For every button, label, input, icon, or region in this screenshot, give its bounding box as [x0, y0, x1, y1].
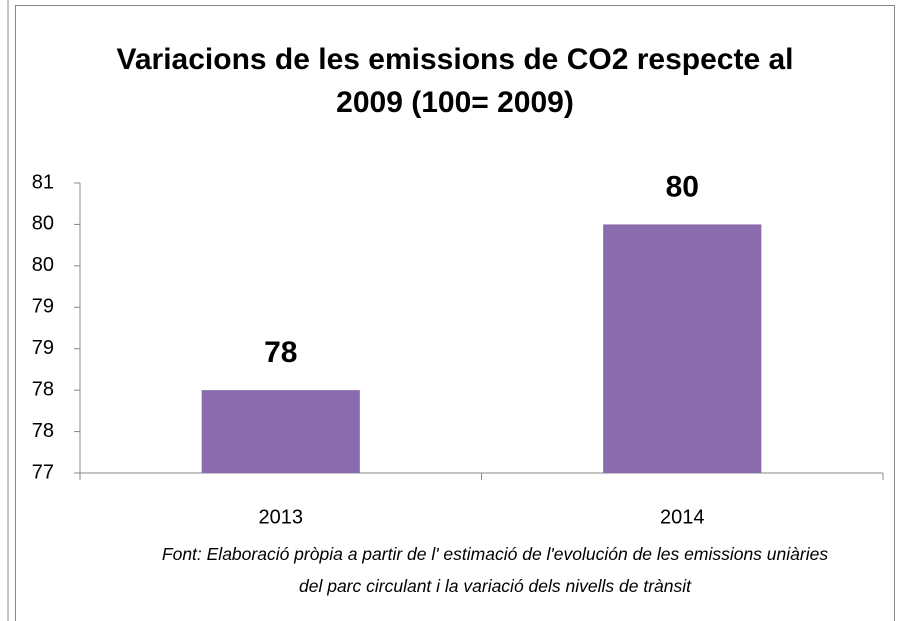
source-note: Font: Elaboració pròpia a partir de l' e… [161, 544, 829, 596]
y-tick-label: 78 [32, 420, 54, 442]
y-tick-label: 80 [32, 254, 54, 276]
y-tick-label: 79 [32, 337, 54, 359]
y-tick-label: 81 [32, 171, 54, 193]
chart-border [15, 5, 895, 621]
y-tick-label: 77 [32, 461, 54, 483]
bar [603, 224, 762, 473]
y-tick-label: 79 [32, 296, 54, 318]
value-label: 78 [264, 336, 297, 369]
bar [201, 390, 360, 473]
value-label: 80 [666, 170, 699, 203]
chart-title: Variacions de les emissions de CO2 respe… [116, 43, 794, 119]
y-tick-label: 78 [32, 378, 54, 400]
x-tick-label: 2013 [259, 506, 304, 528]
y-tick-label: 80 [32, 213, 54, 235]
x-tick-label: 2014 [660, 506, 705, 528]
